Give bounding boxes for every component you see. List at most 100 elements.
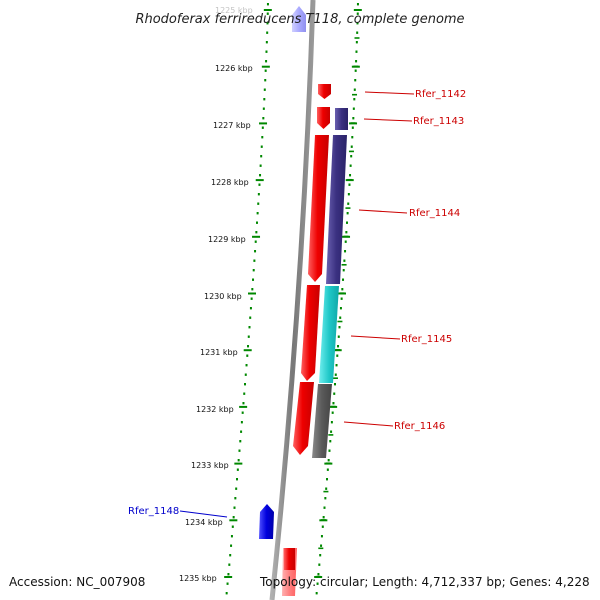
gene-rfer-1148[interactable] (259, 504, 274, 539)
track-dot (247, 335, 250, 338)
track-dot (266, 22, 269, 25)
track-dot (235, 487, 238, 490)
tick-label-1232: 1232 kbp (196, 405, 234, 414)
track-dot (236, 468, 239, 471)
track-dot (324, 497, 327, 500)
gene-gray[interactable] (312, 384, 332, 458)
label-rfer-1144[interactable]: Rfer_1144 (409, 208, 460, 219)
track-dot (337, 335, 340, 338)
right-dotted-track (315, 3, 359, 595)
track-dot (355, 60, 358, 63)
track-dot (343, 259, 346, 262)
track-dot (263, 88, 266, 91)
track-dot (242, 402, 245, 405)
gene-navy-long[interactable] (326, 135, 347, 284)
track-dot (349, 164, 352, 167)
track-dot (355, 50, 358, 53)
track-dot (315, 592, 318, 595)
genome-title: Rhodoferax ferrireducens T118, complete … (135, 12, 464, 27)
track-dot (260, 145, 263, 148)
track-dot (334, 383, 337, 386)
leader-rfer-1144 (358, 209, 408, 214)
tick-label-1228: 1228 kbp (211, 178, 249, 187)
left-dotted-track (225, 3, 269, 595)
track-dot (329, 440, 332, 443)
tick-label-1226: 1226 kbp (215, 64, 253, 73)
track-dot (266, 3, 269, 6)
label-rfer-1142[interactable]: Rfer_1142 (415, 89, 466, 100)
track-dot (331, 411, 334, 414)
track-dot (338, 326, 341, 329)
track-dot (249, 307, 252, 310)
gene-cyan[interactable] (319, 286, 339, 383)
track-dot (346, 212, 349, 215)
track-dot (257, 193, 260, 196)
track-dot (356, 22, 359, 25)
tick-label-1234: 1234 kbp (185, 518, 223, 527)
track-dot (255, 221, 258, 224)
track-dot (347, 193, 350, 196)
track-dot (249, 316, 252, 319)
tick-label-1235: 1235 kbp (179, 574, 217, 583)
gene-navy-small[interactable] (335, 108, 348, 130)
track-dot (263, 98, 266, 101)
gene-rfer-1147-solid (284, 548, 295, 570)
track-dot (226, 582, 229, 585)
genome-backbone (269, 0, 316, 600)
gene-pale-top[interactable] (292, 6, 306, 32)
track-dot (244, 383, 247, 386)
gene-rfer-1142[interactable] (318, 84, 331, 99)
track-dot (316, 582, 319, 585)
track-dot (254, 250, 257, 253)
gene-rfer-1143[interactable] (317, 107, 330, 129)
track-dot (228, 563, 231, 566)
track-dot (245, 364, 248, 367)
track-dot (266, 12, 269, 15)
track-dot (262, 107, 265, 110)
track-dot (233, 506, 236, 509)
track-dot (345, 231, 348, 234)
tick-label-1233: 1233 kbp (191, 461, 229, 470)
label-rfer-1145[interactable]: Rfer_1145 (401, 334, 452, 345)
track-dot (241, 411, 244, 414)
track-dot (254, 240, 257, 243)
track-dot (336, 354, 339, 357)
track-dot (256, 212, 259, 215)
leader-rfer-1143 (363, 118, 413, 122)
tick-label-1231: 1231 kbp (200, 348, 238, 357)
label-rfer-1143[interactable]: Rfer_1143 (413, 116, 464, 127)
track-dot (350, 155, 353, 158)
track-dot (352, 107, 355, 110)
gene-rfer-1145[interactable] (301, 285, 320, 381)
track-dot (337, 345, 340, 348)
label-rfer-1148[interactable]: Rfer_1148 (128, 506, 179, 517)
gene-rfer-1146[interactable] (293, 382, 314, 455)
leader-rfer-1142 (364, 91, 415, 95)
track-dot (340, 297, 343, 300)
track-dot (255, 231, 258, 234)
track-dot (261, 136, 264, 139)
track-dot (352, 117, 355, 120)
accession-text: Accession: NC_007908 (9, 575, 145, 589)
track-dot (259, 164, 262, 167)
track-dot (238, 449, 241, 452)
track-dot (356, 31, 359, 34)
track-dot (351, 126, 354, 129)
track-dot (240, 421, 243, 424)
track-dot (266, 31, 269, 34)
track-dot (332, 402, 335, 405)
track-dot (230, 544, 233, 547)
leader-rfer-1148 (179, 510, 228, 518)
track-dot (341, 288, 344, 291)
label-rfer-1146[interactable]: Rfer_1146 (394, 421, 445, 432)
track-dot (225, 592, 228, 595)
track-dot (258, 183, 261, 186)
track-dot (344, 250, 347, 253)
tick-label-1225: 1225 kbp (215, 6, 253, 15)
gene-rfer-1144[interactable] (308, 135, 329, 282)
track-dot (322, 516, 325, 519)
track-dot (248, 326, 251, 329)
track-dot (260, 155, 263, 158)
track-dot (334, 373, 337, 376)
